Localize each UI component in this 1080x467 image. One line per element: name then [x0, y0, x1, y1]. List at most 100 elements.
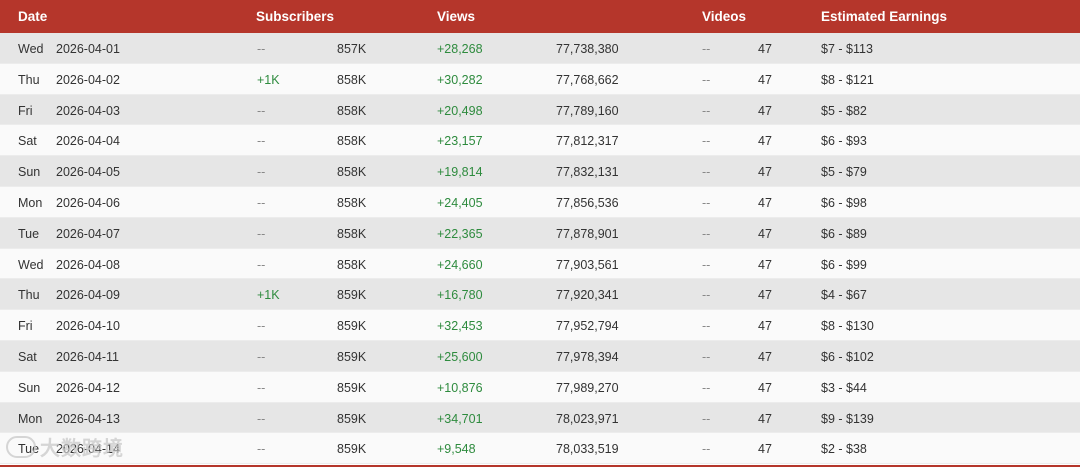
row-subscriber-change: -- — [257, 442, 266, 457]
row-date: 2026-04-13 — [56, 411, 120, 426]
row-day: Tue — [18, 442, 40, 457]
row-date: 2026-04-01 — [56, 42, 120, 56]
row-videos: 47 — [758, 72, 772, 87]
row-date: 2026-04-02 — [56, 72, 120, 87]
row-subscriber-change: +1K — [257, 72, 280, 87]
row-videos: 47 — [758, 226, 772, 241]
row-subscriber-change: -- — [257, 165, 266, 180]
row-view-change: +30,282 — [437, 72, 483, 87]
row-subscribers: 859K — [337, 349, 367, 364]
row-subscribers: 859K — [337, 442, 367, 457]
row-estimated-earnings: $5 - $82 — [821, 103, 867, 118]
row-views: 77,789,160 — [556, 103, 619, 118]
header-estimated-earnings[interactable]: Estimated Earnings — [821, 9, 948, 24]
row-views: 77,952,794 — [556, 319, 619, 334]
row-subscribers: 859K — [337, 319, 367, 334]
row-subscribers: 858K — [337, 195, 367, 210]
row-estimated-earnings: $6 - $89 — [821, 226, 867, 241]
row-video-change: -- — [702, 134, 711, 149]
row-view-change: +10,876 — [437, 380, 483, 395]
row-day: Fri — [18, 103, 33, 118]
row-subscriber-change: +1K — [257, 288, 280, 303]
row-date: 2026-04-11 — [56, 349, 120, 364]
row-videos: 47 — [758, 380, 772, 395]
row-views: 78,023,971 — [556, 411, 619, 426]
row-day: Sat — [18, 349, 37, 364]
row-subscribers: 858K — [337, 257, 367, 272]
row-view-change: +23,157 — [437, 134, 483, 149]
row-day: Mon — [18, 195, 43, 210]
row-subscribers: 859K — [337, 380, 367, 395]
row-day: Sun — [18, 380, 41, 395]
row-subscriber-change: -- — [257, 380, 266, 395]
row-view-change: +34,701 — [437, 411, 483, 426]
row-view-change: +25,600 — [437, 349, 483, 364]
row-date: 2026-04-14 — [56, 442, 120, 457]
row-videos: 47 — [758, 288, 772, 303]
row-videos: 47 — [758, 257, 772, 272]
header-date[interactable]: Date — [18, 9, 48, 24]
row-estimated-earnings: $6 - $93 — [821, 134, 867, 149]
row-estimated-earnings: $2 - $38 — [821, 442, 867, 457]
row-day: Wed — [18, 257, 44, 272]
row-subscribers: 858K — [337, 134, 367, 149]
table-row: Sun 2026-04-05 -- 858K +19,814 77,832,131 -- 47… — [0, 156, 1080, 187]
row-video-change: -- — [702, 226, 711, 241]
row-video-change: -- — [702, 349, 711, 364]
table-row: Sun 2026-04-12 -- 859K +10,876 77,989,270 -- 47… — [0, 371, 1080, 403]
row-video-change: -- — [702, 103, 711, 118]
row-subscribers: 859K — [337, 288, 367, 303]
row-view-change: +22,365 — [437, 226, 483, 241]
row-date: 2026-04-09 — [56, 288, 120, 303]
row-date: 2026-04-12 — [56, 380, 120, 395]
row-estimated-earnings: $3 - $44 — [821, 380, 867, 395]
row-date: 2026-04-03 — [56, 103, 120, 118]
row-videos: 47 — [758, 134, 772, 149]
row-estimated-earnings: $8 - $130 — [821, 319, 874, 334]
row-date: 2026-04-05 — [56, 165, 120, 180]
row-video-change: -- — [702, 165, 711, 180]
row-subscriber-change: -- — [257, 134, 266, 149]
row-day: Fri — [18, 319, 33, 334]
row-subscribers: 858K — [337, 103, 367, 118]
table-row: Thu 2026-04-02 +1K 858K +30,282 77,768,662 -- 4… — [0, 63, 1080, 95]
row-date: 2026-04-07 — [56, 226, 120, 241]
table-body: Wed 2026-04-01 -- 857K +28,268 77,738,380 -- 47… — [0, 33, 1080, 465]
row-subscriber-change: -- — [257, 319, 266, 334]
row-views: 77,812,317 — [556, 134, 619, 149]
row-views: 77,878,901 — [556, 226, 619, 241]
row-view-change: +19,814 — [437, 165, 483, 180]
table-row: Sat 2026-04-11 -- 859K +25,600 77,978,394 -- 47… — [0, 340, 1080, 372]
row-subscriber-change: -- — [257, 195, 266, 210]
row-views: 77,978,394 — [556, 349, 619, 364]
row-day: Wed — [18, 42, 44, 56]
header-videos[interactable]: Videos — [702, 9, 747, 24]
row-video-change: -- — [702, 319, 711, 334]
row-subscriber-change: -- — [257, 349, 266, 364]
row-estimated-earnings: $6 - $102 — [821, 349, 874, 364]
row-video-change: -- — [702, 380, 711, 395]
row-estimated-earnings: $6 - $98 — [821, 195, 867, 210]
row-subscriber-change: -- — [257, 103, 266, 118]
row-subscribers: 859K — [337, 411, 367, 426]
row-day: Tue — [18, 226, 40, 241]
row-videos: 47 — [758, 319, 772, 334]
table-header: Date Subscribers Views Videos Estimated … — [0, 0, 1080, 33]
row-videos: 47 — [758, 442, 772, 457]
table-row: Mon 2026-04-06 -- 858K +24,405 77,856,536 -- 47… — [0, 186, 1080, 218]
row-subscribers: 858K — [337, 226, 367, 241]
table-row: Wed 2026-04-08 -- 858K +24,660 77,903,561 -- 47… — [0, 248, 1080, 280]
header-views[interactable]: Views — [437, 9, 476, 24]
table-row: Mon 2026-04-13 -- 859K +34,701 78,023,971 -- 47… — [0, 402, 1080, 434]
row-estimated-earnings: $6 - $99 — [821, 257, 867, 272]
row-video-change: -- — [702, 288, 711, 303]
row-date: 2026-04-10 — [56, 319, 120, 334]
header-subscribers[interactable]: Subscribers — [256, 9, 335, 24]
row-view-change: +16,780 — [437, 288, 483, 303]
row-date: 2026-04-04 — [56, 134, 120, 149]
row-estimated-earnings: $4 - $67 — [821, 288, 867, 303]
row-subscribers: 858K — [337, 165, 367, 180]
row-day: Mon — [18, 411, 43, 426]
row-videos: 47 — [758, 411, 772, 426]
